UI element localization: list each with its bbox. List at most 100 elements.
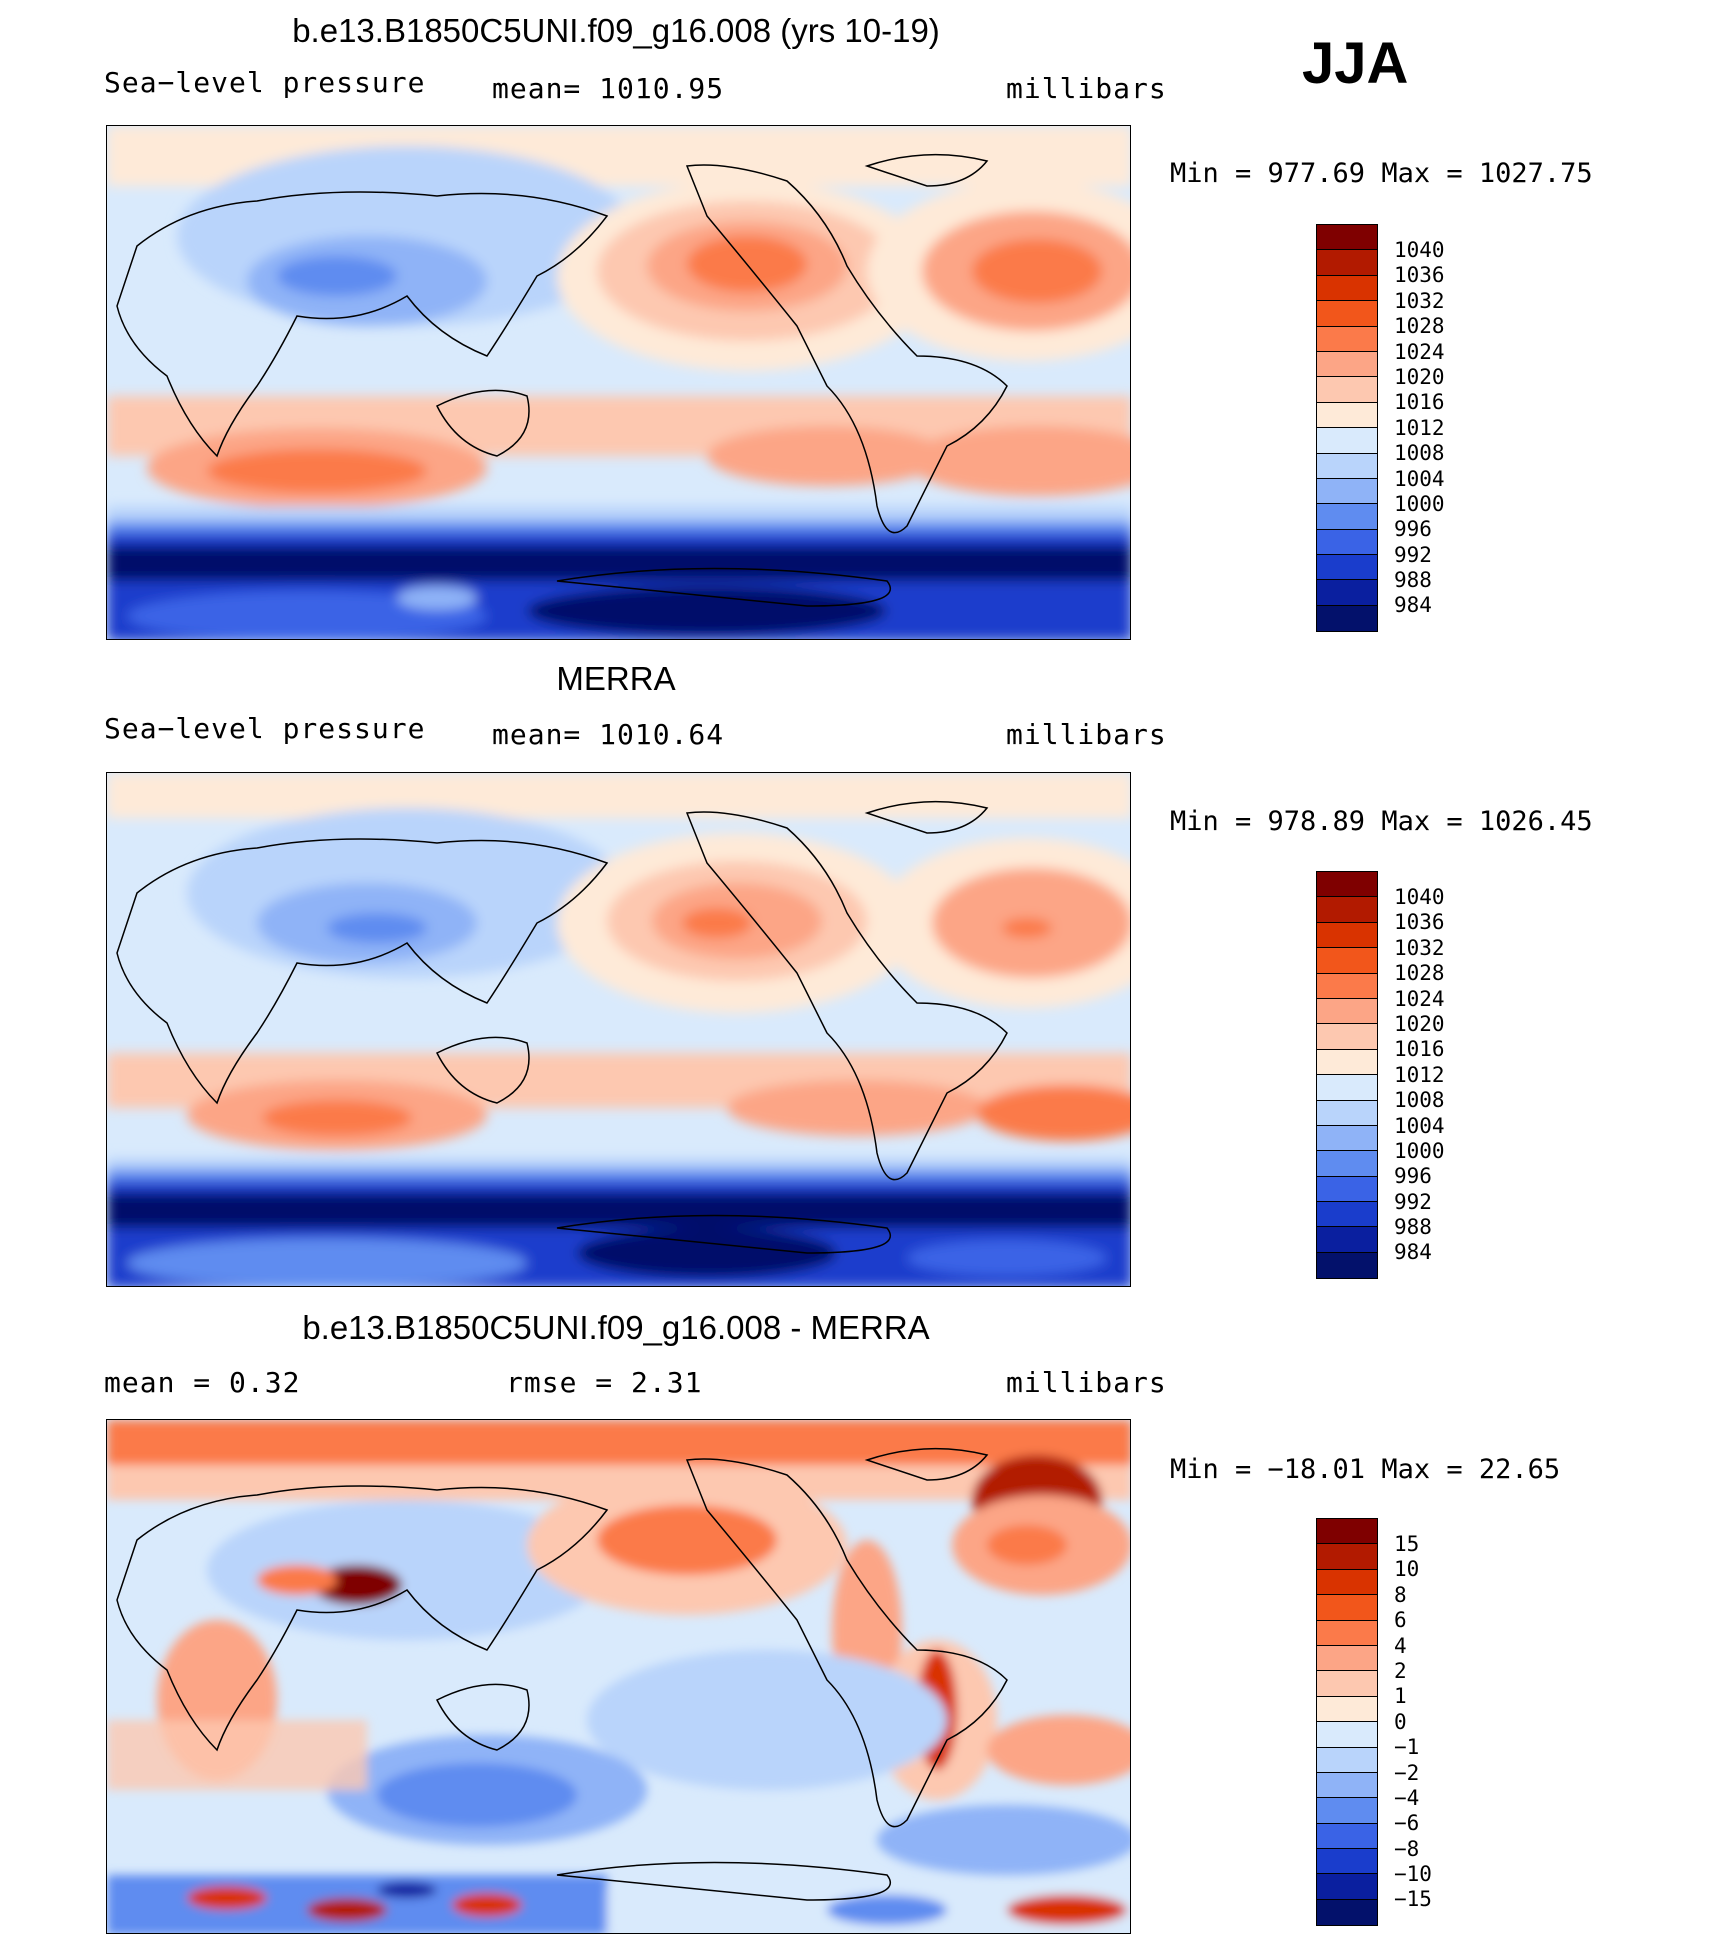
colorbar-swatch: [1317, 478, 1377, 505]
colorbar-tick-label: −4: [1394, 1785, 1420, 1810]
colorbar-swatch: [1317, 922, 1377, 949]
panel-mean-diff: mean = 0.32: [104, 1366, 301, 1399]
colorbar-tick-label: 984: [1394, 593, 1432, 618]
colorbar-swatch: [1317, 1696, 1377, 1723]
colorbar-swatch: [1317, 1024, 1377, 1050]
panel-stats-diff: Min = −18.01 Max = 22.65: [1170, 1454, 1561, 1485]
colorbar-swatch: [1317, 580, 1377, 606]
colorbar-tick-label: 992: [1394, 542, 1432, 567]
colorbar-swatch: [1317, 351, 1377, 378]
colorbar-tick-label: 1004: [1394, 1113, 1445, 1138]
colorbar-tick-label: 1040: [1394, 238, 1445, 262]
colorbar-swatch: [1317, 998, 1377, 1025]
colorbar-tick-label: 1020: [1394, 1011, 1445, 1036]
map-diff: [106, 1419, 1131, 1934]
colorbar-swatch: [1317, 1747, 1377, 1773]
colorbar-swatch: [1317, 555, 1377, 581]
map-diff-field: [107, 1420, 1130, 1933]
colorbar-swatch: [1317, 897, 1377, 923]
colorbar-tick-label: 1008: [1394, 1088, 1445, 1113]
colorbar-tick-label: 1000: [1394, 491, 1445, 516]
colorbar-swatch: [1317, 1176, 1377, 1203]
colorbar-swatch: [1317, 1823, 1377, 1850]
colorbar-tick-label: 1: [1394, 1684, 1407, 1709]
colorbar-tick-label: 1040: [1394, 885, 1445, 909]
panel-stats-model: Min = 977.69 Max = 1027.75: [1170, 158, 1593, 189]
colorbar-swatch: [1317, 1227, 1377, 1253]
colorbar-tick-label: 1024: [1394, 339, 1445, 364]
colorbar-tick-label: 2: [1394, 1658, 1407, 1683]
colorbar-tick-label: 1036: [1394, 263, 1445, 288]
colorbar-swatch: [1317, 1899, 1377, 1926]
season-label: JJA: [1302, 31, 1409, 96]
colorbar-swatch: [1317, 1798, 1377, 1824]
colorbar-tick-label: 10: [1394, 1557, 1420, 1582]
colorbar-tick-label: 1032: [1394, 935, 1445, 960]
colorbar-swatch: [1317, 605, 1377, 632]
panel-mean-obs: mean= 1010.64: [492, 718, 725, 751]
colorbar-tick-label: 0: [1394, 1709, 1407, 1734]
panel-rmse-diff: rmse = 2.31: [506, 1366, 703, 1399]
colorbar-tick-label: 1032: [1394, 288, 1445, 313]
colorbar-swatch: [1317, 326, 1377, 352]
colorbar-swatch: [1317, 301, 1377, 327]
colorbar-swatch: [1317, 973, 1377, 999]
colorbar-tick-label: −6: [1394, 1811, 1420, 1836]
colorbar-swatch: [1317, 1202, 1377, 1228]
colorbar-tick-label: −2: [1394, 1760, 1420, 1785]
colorbar-tick-label: 988: [1394, 568, 1432, 593]
colorbar-swatch: [1317, 1874, 1377, 1900]
colorbar-tick-label: 992: [1394, 1189, 1432, 1214]
colorbar-swatch: [1317, 250, 1377, 276]
panel-title-model: b.e13.B1850C5UNI.f09_g16.008 (yrs 10-19): [292, 12, 940, 49]
colorbar-tick-label: 1012: [1394, 1062, 1445, 1087]
colorbar-swatch: [1317, 529, 1377, 556]
colorbar-swatch: [1317, 1772, 1377, 1799]
colorbar-swatch: [1317, 948, 1377, 974]
colorbar-tick-label: 1008: [1394, 441, 1445, 466]
colorbar-model: [1316, 224, 1378, 633]
colorbar-labels-model: 1040 1036 1032 1028 1024 1020 1016 1012 1008 1004…: [1394, 238, 1445, 619]
colorbar-labels-diff: 15 10 8 6 4 2 1 0 −1 −2 −4 −6 −8 −10 −15: [1394, 1532, 1432, 1913]
map-model-field: [107, 126, 1130, 639]
colorbar-swatch: [1317, 1519, 1377, 1545]
map-obs-field: [107, 773, 1130, 1286]
colorbar-tick-label: 1020: [1394, 364, 1445, 389]
colorbar-tick-label: 1036: [1394, 910, 1445, 935]
colorbar-swatch: [1317, 872, 1377, 898]
colorbar-swatch: [1317, 377, 1377, 403]
colorbar-tick-label: 1000: [1394, 1138, 1445, 1163]
colorbar-diff: [1316, 1518, 1378, 1927]
panel-title-diff: b.e13.B1850C5UNI.f09_g16.008 - MERRA: [302, 1309, 930, 1346]
colorbar-swatch: [1317, 1075, 1377, 1101]
map-obs: [106, 772, 1131, 1287]
colorbar-swatch: [1317, 504, 1377, 530]
colorbar-swatch: [1317, 1671, 1377, 1697]
colorbar-swatch: [1317, 1849, 1377, 1875]
colorbar-swatch: [1317, 453, 1377, 479]
colorbar-swatch: [1317, 1125, 1377, 1152]
colorbar-swatch: [1317, 428, 1377, 454]
panel-left-label-model: Sea−level pressure: [104, 66, 426, 99]
colorbar-swatch: [1317, 1252, 1377, 1279]
map-model: [106, 125, 1131, 640]
colorbar-tick-label: 6: [1394, 1608, 1407, 1633]
colorbar-tick-label: 4: [1394, 1633, 1407, 1658]
colorbar-swatch: [1317, 1595, 1377, 1621]
colorbar-tick-label: 1024: [1394, 986, 1445, 1011]
colorbar-tick-label: 1016: [1394, 1037, 1445, 1062]
colorbar-swatch: [1317, 1722, 1377, 1748]
panel-units-obs: millibars: [1006, 718, 1167, 751]
colorbar-tick-label: −15: [1394, 1887, 1432, 1912]
colorbar-obs: [1316, 871, 1378, 1280]
panel-mean-model: mean= 1010.95: [492, 72, 725, 105]
panel-units-diff: millibars: [1006, 1366, 1167, 1399]
colorbar-tick-label: 988: [1394, 1215, 1432, 1240]
panel-stats-obs: Min = 978.89 Max = 1026.45: [1170, 806, 1593, 837]
colorbar-swatch: [1317, 1569, 1377, 1596]
colorbar-tick-label: 15: [1394, 1532, 1420, 1556]
colorbar-tick-label: −1: [1394, 1735, 1420, 1760]
panel-units-model: millibars: [1006, 72, 1167, 105]
colorbar-tick-label: 1004: [1394, 466, 1445, 491]
colorbar-tick-label: 984: [1394, 1240, 1432, 1265]
